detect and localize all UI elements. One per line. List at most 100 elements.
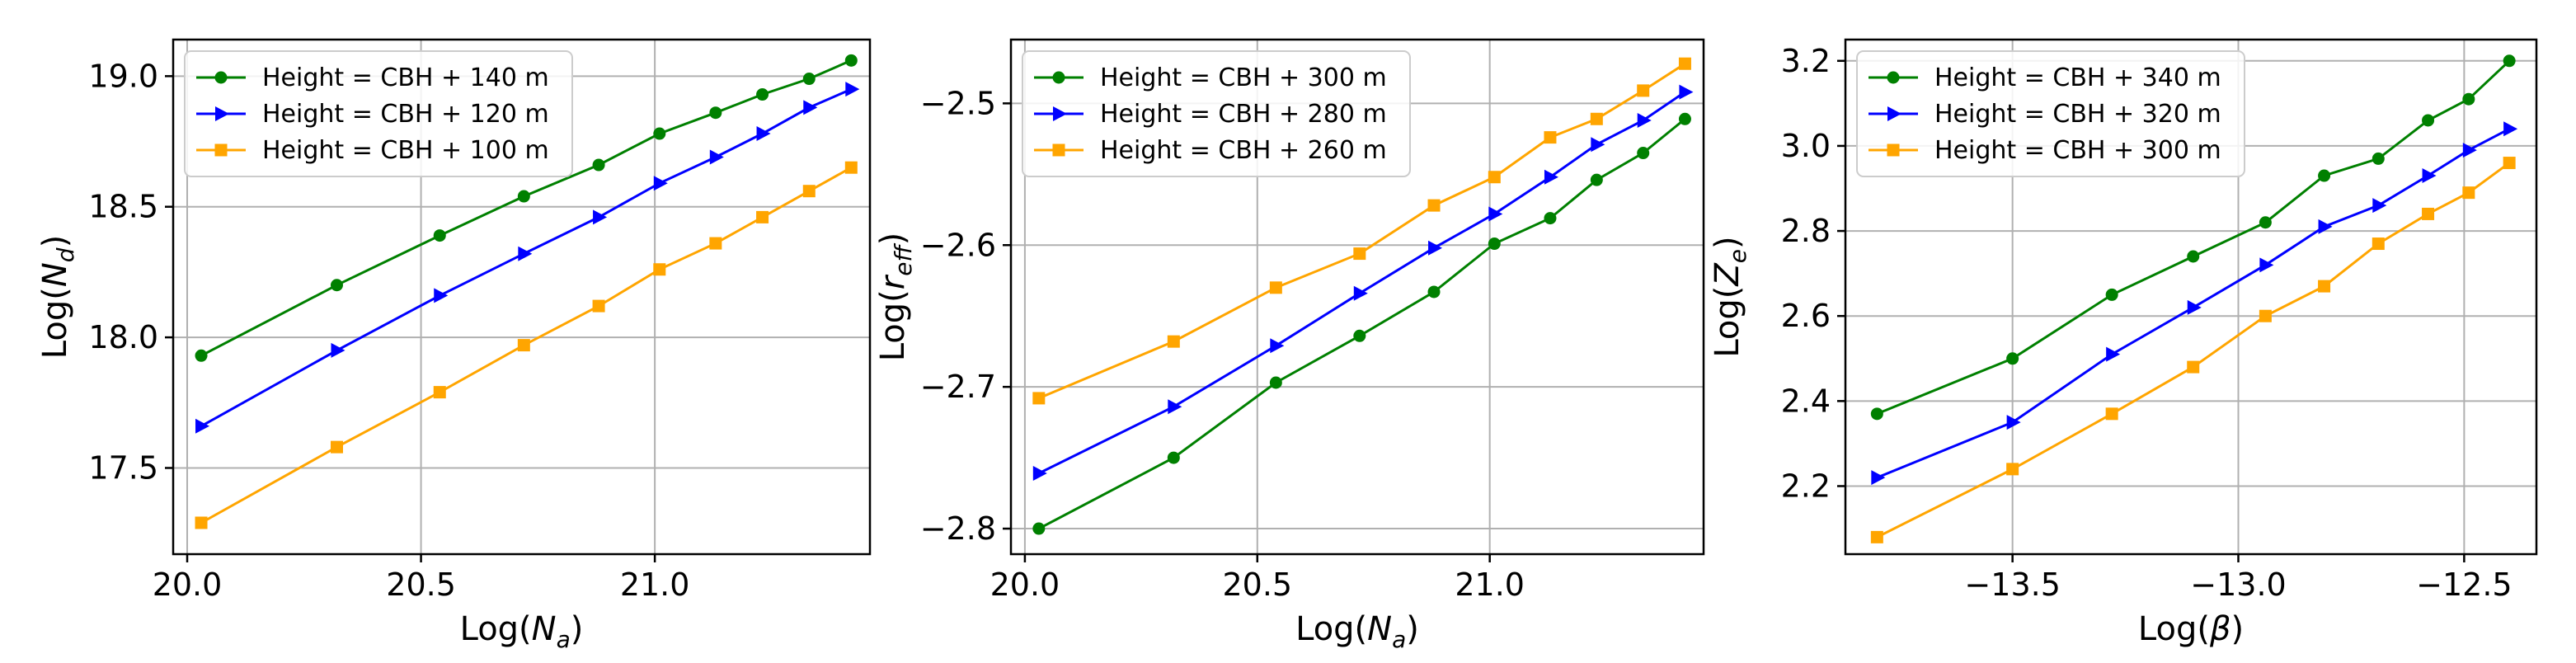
data-point: [1678, 57, 1691, 70]
series-line: [200, 166, 853, 524]
series-1: [195, 82, 860, 434]
data-point: [1590, 173, 1603, 186]
data-point: [653, 127, 666, 140]
series-2: [195, 161, 858, 529]
data-point: [2462, 143, 2477, 158]
y-axis-label: Log(reff): [874, 233, 917, 362]
y-tick-label: −2.7: [920, 369, 996, 405]
data-point: [592, 158, 605, 172]
legend-entry: Height = CBH + 260 m: [1100, 136, 1387, 165]
y-tick-label: 2.8: [1781, 213, 1831, 249]
legend-marker: [1052, 71, 1065, 84]
y-tick-label: −2.6: [920, 227, 996, 263]
data-point: [2462, 92, 2475, 106]
data-point: [593, 209, 608, 225]
data-point: [1544, 131, 1557, 144]
data-point: [1269, 281, 1282, 294]
data-point: [1637, 112, 1652, 128]
series-2: [1032, 57, 1691, 405]
data-point: [1870, 530, 1883, 543]
data-point: [517, 339, 530, 352]
data-point: [1544, 169, 1558, 185]
data-point: [592, 299, 605, 313]
data-point: [2422, 207, 2435, 220]
data-point: [756, 210, 769, 223]
data-point: [2259, 216, 2272, 229]
legend-entry: Height = CBH + 340 m: [1934, 63, 2221, 92]
y-tick-label: 2.4: [1781, 383, 1831, 419]
data-point: [2318, 219, 2333, 234]
data-point: [2422, 114, 2435, 127]
panel-reff: 20.0 20.5 21.0 −2.8 −2.7 −2.6 −2.5 Height = CBH…: [874, 38, 1705, 653]
x-tick-label: 21.0: [620, 567, 690, 603]
data-point: [2259, 257, 2274, 273]
panel-nd: 20.0 20.5 21.0 17.5 18.0 18.5 19.0 Height = CBH…: [36, 38, 872, 653]
y-tick-label: 3.0: [1781, 128, 1831, 164]
data-point: [2372, 152, 2385, 165]
data-point: [1488, 237, 1501, 251]
data-point: [844, 161, 858, 174]
x-tick-label: −12.5: [2416, 567, 2512, 603]
data-point: [433, 229, 446, 242]
x-axis-label: Log(β): [2138, 610, 2244, 648]
y-axis-label: Log(Ze): [1709, 236, 1751, 357]
data-point: [653, 176, 668, 191]
x-tick-label: 20.0: [153, 567, 223, 603]
x-tick-label: 21.0: [1455, 567, 1525, 603]
legend-marker: [1887, 106, 1901, 121]
data-point: [330, 440, 343, 454]
legend-marker: [1052, 143, 1065, 157]
data-point: [844, 54, 858, 67]
data-point: [2503, 54, 2516, 68]
y-tick-label: 18.0: [88, 319, 158, 355]
data-point: [1679, 84, 1694, 100]
data-point: [2318, 169, 2331, 182]
data-point: [709, 237, 722, 250]
data-point: [2006, 415, 2021, 430]
panel-ze: −13.5 −13.0 −12.5 2.2 2.4 2.6 2.8 3.0 3.2 Height …: [1709, 38, 2538, 648]
data-point: [1032, 522, 1046, 535]
series-2: [1870, 157, 2516, 543]
series-line: [1038, 62, 1686, 400]
data-point: [1590, 112, 1603, 125]
series-1: [1871, 121, 2518, 486]
data-point: [1427, 285, 1441, 299]
data-point: [756, 88, 769, 101]
data-point: [195, 418, 210, 434]
data-point: [2187, 299, 2202, 315]
data-point: [2259, 309, 2272, 322]
x-tick-label: −13.0: [2190, 567, 2286, 603]
plot-frame: [172, 38, 872, 556]
legend-entry: Height = CBH + 120 m: [262, 100, 549, 129]
y-tick-label: 19.0: [88, 58, 158, 94]
data-point: [330, 279, 343, 292]
data-point: [2318, 280, 2331, 293]
data-point: [1544, 212, 1557, 225]
data-point: [709, 106, 722, 120]
data-point: [1870, 407, 1883, 421]
data-point: [756, 126, 771, 142]
legend-entry: Height = CBH + 320 m: [1934, 100, 2221, 129]
series-line: [1038, 91, 1686, 475]
data-point: [802, 185, 816, 198]
data-point: [434, 288, 449, 303]
legend-marker: [1887, 71, 1900, 84]
data-point: [195, 349, 208, 362]
legend: Height = CBH + 340 m Height = CBH + 320 m…: [1856, 50, 2245, 177]
data-point: [1167, 451, 1180, 464]
legend-box: [1022, 50, 1411, 177]
x-tick-label: 20.5: [386, 567, 456, 603]
series-line: [1876, 59, 2511, 416]
data-point: [1269, 376, 1282, 389]
data-point: [2187, 360, 2200, 374]
series-line: [200, 59, 852, 357]
legend-box: [1856, 50, 2245, 177]
data-point: [2372, 198, 2387, 214]
legend-marker: [214, 71, 228, 84]
legend-marker: [214, 143, 228, 157]
data-point: [2462, 186, 2475, 200]
data-point: [433, 386, 446, 399]
legend-box: [184, 50, 573, 177]
data-point: [517, 190, 530, 203]
